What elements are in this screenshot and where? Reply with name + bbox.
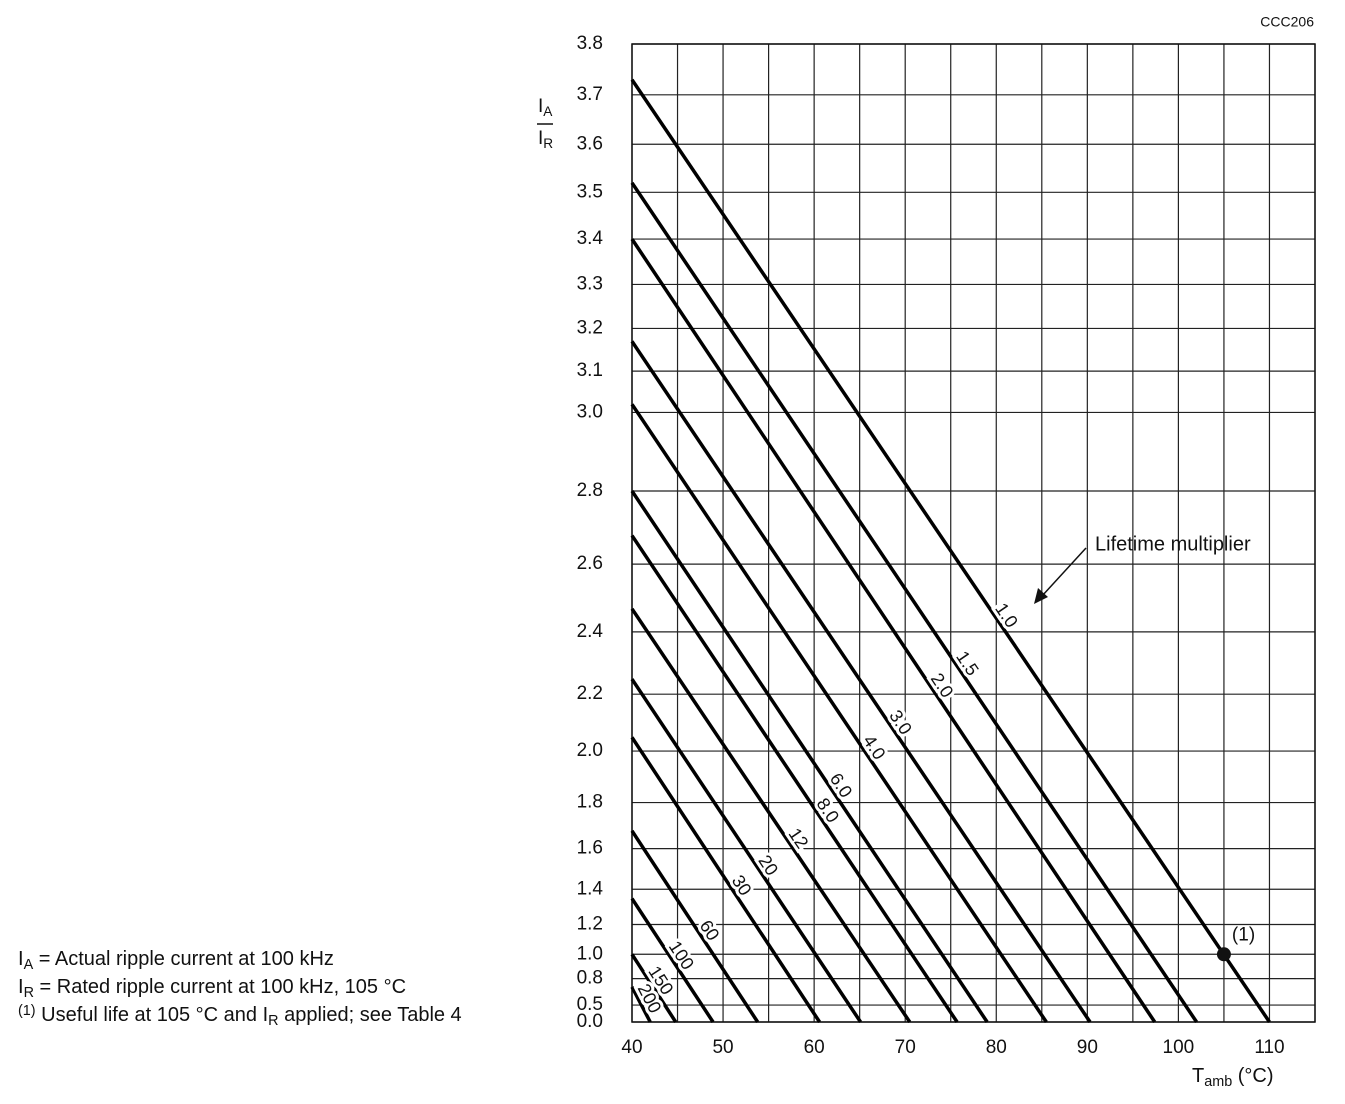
y-tick-label: 2.6 — [577, 553, 603, 574]
lifetime-line — [630, 607, 912, 1023]
x-axis-label-part: amb — [1204, 1074, 1232, 1090]
x-tick-label: 40 — [621, 1037, 642, 1058]
y-axis-label: IA — [538, 96, 553, 119]
arrow-head — [1034, 588, 1048, 604]
note: IR = Rated ripple current at 100 kHz, 10… — [18, 976, 406, 1001]
lifetime-line — [630, 78, 1271, 1023]
y-tick-label: 0.8 — [577, 968, 603, 989]
lifetime-line — [630, 897, 715, 1023]
lifetime-line — [630, 403, 1048, 1023]
y-axis-label-part: A — [543, 104, 553, 119]
x-tick-label: 70 — [895, 1037, 916, 1058]
line-label: 20 — [754, 851, 782, 879]
note-part: applied; see Table 4 — [279, 1004, 462, 1026]
y-tick-label: 3.8 — [577, 33, 603, 54]
lifetime-line — [630, 953, 678, 1023]
lifetime-line — [630, 986, 652, 1023]
marker-point — [1216, 947, 1231, 962]
y-tick-label: 3.4 — [577, 228, 604, 249]
x-tick-label: 100 — [1163, 1037, 1195, 1058]
x-tick-label: 110 — [1254, 1037, 1284, 1058]
note-part: R — [24, 985, 34, 1001]
x-tick-label: 80 — [986, 1037, 1007, 1058]
figure-code: CCC206 — [1260, 14, 1314, 30]
lifetime-line — [630, 181, 1199, 1023]
y-tick-label: 0.0 — [577, 1011, 603, 1032]
lifetime-line — [630, 829, 760, 1023]
lifetime-line — [630, 340, 1092, 1023]
y-tick-label: 2.0 — [577, 740, 603, 761]
lifetime-line — [630, 678, 863, 1023]
x-tick-label: 50 — [712, 1037, 733, 1058]
x-axis-label-part: T — [1192, 1065, 1204, 1087]
y-tick-label: 1.8 — [577, 792, 603, 813]
line-label: 60 — [696, 916, 724, 944]
marker-label: (1) — [1232, 924, 1255, 945]
y-tick-label: 3.1 — [577, 360, 603, 381]
y-tick-label: 0.5 — [577, 994, 603, 1015]
x-tick-label: 90 — [1077, 1037, 1098, 1058]
note-part: = Actual ripple current at 100 kHz — [33, 948, 334, 970]
y-tick-label: 2.2 — [577, 683, 603, 704]
y-tick-label: 2.8 — [577, 480, 603, 501]
lifetime-line — [630, 736, 822, 1023]
y-axis-label-part: I — [538, 128, 543, 149]
note-part: A — [24, 957, 34, 973]
line-label: 3.0 — [885, 706, 916, 738]
plot-frame — [631, 43, 1316, 1023]
y-axis-label: IR — [538, 128, 553, 151]
y-tick-label: 1.6 — [577, 838, 603, 859]
note-part: I — [18, 976, 24, 998]
x-tick-label: 60 — [804, 1037, 825, 1058]
lifetime-line — [630, 238, 1157, 1023]
note: IA = Actual ripple current at 100 kHz — [18, 948, 334, 973]
y-tick-label: 1.0 — [577, 943, 603, 964]
line-label: 1.5 — [952, 647, 983, 679]
note-part: (1) — [18, 1003, 36, 1019]
y-tick-label: 3.6 — [577, 133, 603, 154]
y-tick-label: 3.7 — [577, 84, 603, 105]
y-tick-label: 2.4 — [577, 621, 604, 642]
y-axis-label-part: R — [543, 136, 553, 151]
line-label: 4.0 — [859, 731, 890, 763]
note-part: R — [268, 1013, 278, 1029]
y-tick-label: 3.5 — [577, 181, 603, 202]
x-axis-label: Tamb (°C) — [1192, 1065, 1274, 1090]
line-label: 2.0 — [927, 669, 958, 701]
lifetime-line — [630, 490, 989, 1023]
y-tick-label: 1.2 — [577, 913, 603, 934]
arrow — [1041, 547, 1087, 597]
x-axis-label-part: (°C) — [1232, 1065, 1273, 1087]
note: (1) Useful life at 105 °C and IR applied… — [18, 1003, 462, 1029]
y-tick-label: 3.3 — [577, 273, 603, 294]
lifetime-line — [630, 534, 959, 1023]
line-label: 30 — [728, 871, 756, 899]
y-tick-label: 3.2 — [577, 317, 603, 338]
y-tick-label: 3.0 — [577, 401, 603, 422]
note-part: Useful life at 105 °C and — [36, 1004, 263, 1026]
note-part: I — [263, 1004, 269, 1026]
y-axis-label-part: I — [538, 96, 543, 117]
line-label: 100 — [665, 937, 698, 973]
note-part: I — [18, 948, 24, 970]
y-tick-label: 1.4 — [577, 878, 604, 899]
legend-title: Lifetime multiplier — [1095, 533, 1251, 555]
note-part: = Rated ripple current at 100 kHz, 105 °… — [34, 976, 406, 998]
